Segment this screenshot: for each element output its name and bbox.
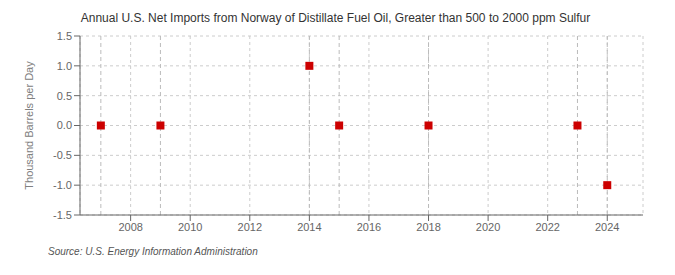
svg-text:2018: 2018	[416, 221, 440, 233]
html-text:Annual U.S. Net Imports from N: Annual U.S. Net Imports from Norway of D…	[80, 11, 591, 25]
svg-text:Thousand Barrels per Day: Thousand Barrels per Day	[23, 61, 35, 190]
svg-text:0.0: 0.0	[57, 119, 72, 131]
svg-text:2014: 2014	[297, 221, 321, 233]
svg-text:2016: 2016	[357, 221, 381, 233]
svg-text:2022: 2022	[535, 221, 559, 233]
svg-text:2024: 2024	[595, 221, 619, 233]
svg-text:1.0: 1.0	[57, 60, 72, 72]
svg-text:-1.5: -1.5	[53, 209, 72, 221]
svg-text:2012: 2012	[238, 221, 262, 233]
svg-text:2020: 2020	[476, 221, 500, 233]
svg-text:2010: 2010	[178, 221, 202, 233]
svg-text:1.5: 1.5	[57, 30, 72, 42]
html-text:Source: U.S. Energy Informatio: Source: U.S. Energy Information Administ…	[48, 246, 258, 257]
svg-text:0.5: 0.5	[57, 90, 72, 102]
svg-text:-1.0: -1.0	[53, 179, 72, 191]
svg-text:-0.5: -0.5	[53, 149, 72, 161]
svg-text:2008: 2008	[118, 221, 142, 233]
